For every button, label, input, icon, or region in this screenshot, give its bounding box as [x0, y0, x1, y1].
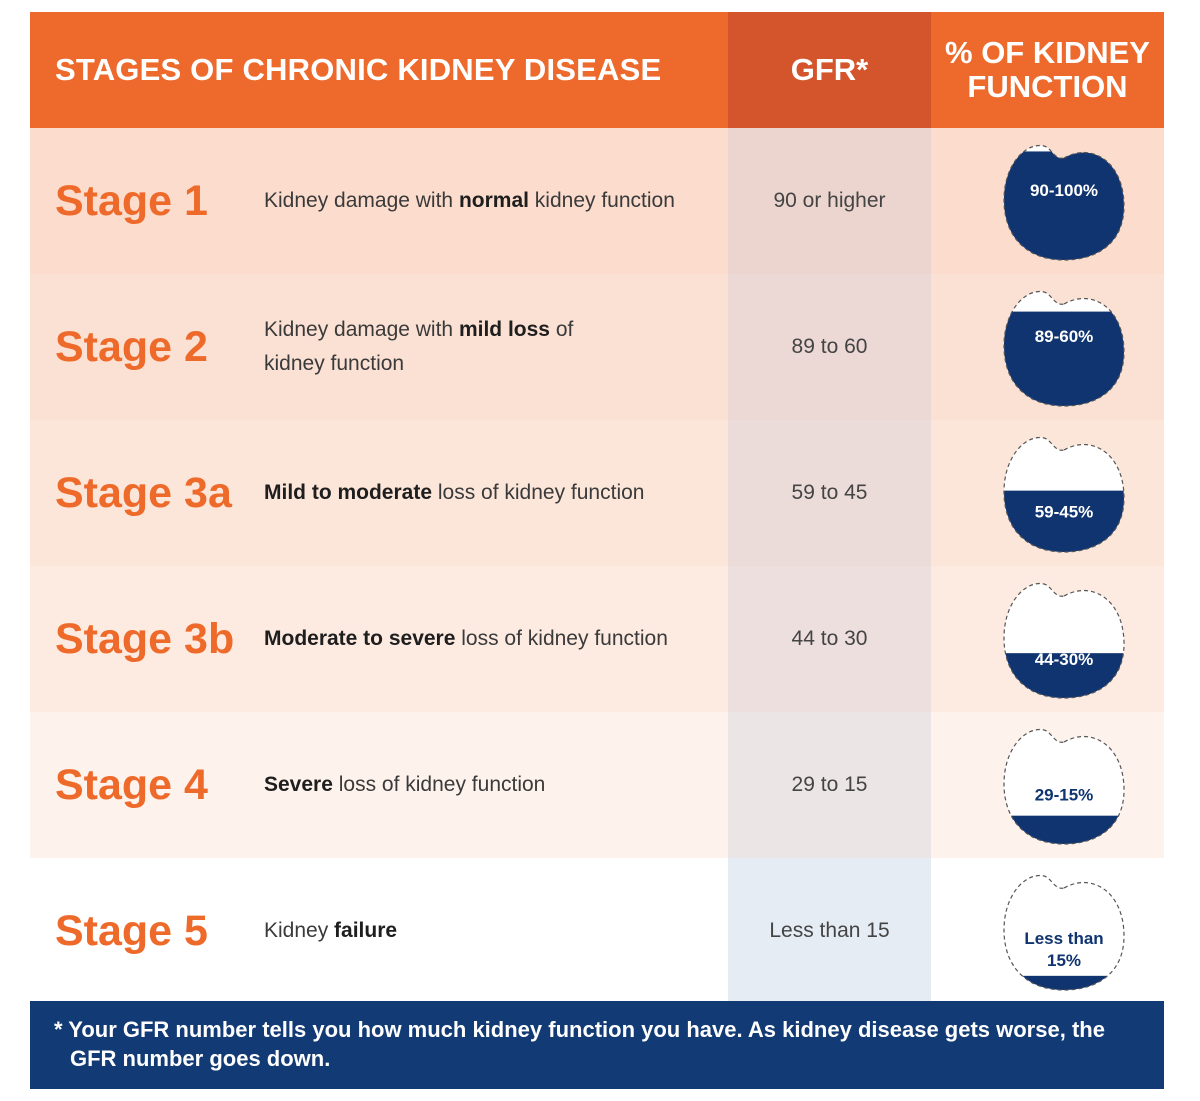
footer-text: * Your GFR number tells you how much kid… [54, 1017, 1105, 1071]
desc-text: Kidney damage with [264, 189, 459, 212]
kidney-empty-area [1004, 729, 1124, 844]
desc-text: Kidney damage with [264, 318, 459, 341]
kidney-pct-label: 59-45% [1035, 503, 1094, 522]
desc-emphasis: Severe [264, 773, 333, 796]
table-header: STAGES OF CHRONIC KIDNEY DISEASE GFR* % … [30, 12, 1164, 128]
gfr-cell [728, 712, 931, 858]
gfr-value: 89 to 60 [791, 335, 868, 358]
kidney-fill-level [1004, 815, 1124, 844]
kidney-pct-label: Less than [1024, 929, 1103, 948]
header-kidney-function: % OF KIDNEY FUNCTION [931, 36, 1164, 104]
ckd-infographic: STAGES OF CHRONIC KIDNEY DISEASE GFR* % … [30, 12, 1164, 1089]
kidney-outline [1003, 290, 1125, 407]
desc-text: Kidney [264, 919, 335, 942]
desc-text: loss of kidney function [455, 627, 668, 650]
kidney-outline [1003, 436, 1125, 553]
gfr-cell [728, 566, 931, 712]
stage-label: Stage 3a [55, 469, 232, 517]
stage-description: Kidney damage with normal kidney functio… [264, 128, 724, 274]
stage-row: Stage 4 Severe loss of kidney function 29 … [30, 712, 1164, 858]
header-gfr: GFR* [790, 52, 869, 87]
stage-description: Mild to moderate loss of kidney function [264, 420, 724, 566]
kidney-outline [1003, 874, 1125, 991]
header-pct-line1: % OF KIDNEY [945, 35, 1150, 70]
desc-text: of kidney function [264, 318, 574, 375]
desc-text: kidney function [528, 189, 675, 212]
desc-emphasis: failure [334, 919, 398, 942]
kidney-fill-level [1004, 151, 1124, 260]
kidney-fill-level [1004, 311, 1124, 406]
stage-row: Stage 5 Kidney failure Less than 15 Less th… [30, 858, 1164, 1004]
kidney-pct-label-line2: 15% [1047, 951, 1081, 970]
gfr-value: Less than 15 [769, 919, 890, 942]
stage-row: Stage 2 Kidney damage with mild loss of k… [30, 274, 1164, 420]
kidney-fill-icon: 29-15% [1003, 728, 1125, 845]
stage-label: Stage 4 [55, 761, 208, 809]
stage-description: Severe loss of kidney function [264, 712, 724, 858]
desc-text: loss of kidney function [432, 481, 645, 504]
stage-description: Moderate to severe loss of kidney functi… [264, 566, 724, 712]
gfr-header-cell [728, 12, 931, 128]
footer-note: * Your GFR number tells you how much kid… [30, 1001, 1164, 1089]
gfr-cell [728, 274, 931, 420]
gfr-cell [728, 858, 931, 1004]
stage-row: Stage 3b Moderate to severe loss of kidne… [30, 566, 1164, 712]
gfr-value: 59 to 45 [791, 481, 868, 504]
header-pct-line2: FUNCTION [967, 69, 1128, 104]
kidney-fill-level [1004, 975, 1124, 990]
stage-row: Stage 1 Kidney damage with normal kidney … [30, 128, 1164, 274]
kidney-outline [1003, 144, 1125, 261]
gfr-value: 90 or higher [773, 189, 886, 212]
stage-description: Kidney failure [264, 858, 724, 1004]
kidney-pct-label: 44-30% [1035, 650, 1094, 669]
stage-label: Stage 2 [55, 323, 208, 371]
desc-emphasis: mild loss [458, 318, 550, 341]
stage-label: Stage 1 [55, 177, 208, 225]
desc-emphasis: Moderate to severe [264, 627, 456, 650]
gfr-cell [728, 420, 931, 566]
header-title: STAGES OF CHRONIC KIDNEY DISEASE [55, 52, 662, 87]
kidney-fill-icon: 89-60% [1003, 290, 1125, 407]
kidney-pct-label: 89-60% [1035, 327, 1094, 346]
kidney-fill-icon: Less than 15% [1003, 874, 1125, 991]
desc-emphasis: Mild to moderate [264, 481, 433, 504]
kidney-outline [1003, 582, 1125, 699]
kidney-fill-icon: 59-45% [1003, 436, 1125, 553]
kidney-fill-icon: 90-100% [1003, 144, 1125, 261]
desc-text: loss of kidney function [332, 773, 546, 796]
gfr-cell [728, 128, 931, 274]
kidney-empty-area [1004, 875, 1124, 990]
kidney-fill-level [1004, 490, 1124, 552]
kidney-pct-label: 29-15% [1035, 786, 1094, 805]
stage-label: Stage 5 [55, 907, 208, 955]
stage-row: Stage 3a Mild to moderate loss of kidney … [30, 420, 1164, 566]
kidney-outline [1003, 728, 1125, 845]
gfr-value: 44 to 30 [791, 627, 868, 650]
stage-description: Kidney damage with mild loss of kidney f… [264, 274, 724, 420]
gfr-value: 29 to 15 [791, 773, 868, 796]
kidney-fill-icon: 44-30% [1003, 582, 1125, 699]
desc-emphasis: normal [458, 189, 529, 212]
stage-label: Stage 3b [55, 615, 235, 663]
kidney-pct-label: 90-100% [1030, 181, 1098, 200]
